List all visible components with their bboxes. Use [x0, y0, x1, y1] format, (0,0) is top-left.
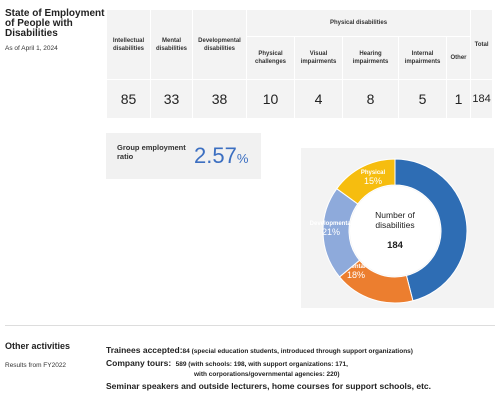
ratio-unit: % [236, 151, 249, 166]
tours-label: Company tours: [106, 358, 172, 368]
trainees-label: Trainees accepted: [106, 345, 183, 355]
donut-chart-box: Intellectual46%Mental18%Developmental21%… [301, 148, 494, 308]
slice-percent-mental: 18% [347, 270, 365, 280]
header-other: Other [445, 36, 472, 80]
center-label-line-1: Number of [375, 210, 415, 220]
value-hearing: 8 [342, 79, 399, 119]
donut-chart: Intellectual46%Mental18%Developmental21%… [310, 158, 468, 304]
slice-intellectual [394, 158, 468, 302]
header-developmental: Developmental disabilities [192, 9, 247, 80]
slice-percent-physical: 15% [364, 176, 382, 186]
ratio-number: 2.57 [194, 143, 237, 168]
value-developmental: 38 [192, 79, 247, 119]
ratio-label: Group employment ratio [117, 143, 186, 161]
trainees-value: 84 (special education students, introduc… [182, 348, 413, 355]
header-physical-challenges: Physical challenges [246, 36, 295, 80]
slice-name-physical: Physical [361, 170, 386, 176]
activity-tours: Company tours: 589 (with schools: 198, w… [106, 357, 348, 380]
employment-ratio-box: Group employment ratio 2.57% [106, 133, 261, 179]
value-total: 184 [470, 79, 494, 119]
as-of-date: As of April 1, 2024 [5, 45, 58, 52]
value-mental: 33 [150, 79, 193, 119]
value-physical-challenges: 10 [246, 79, 295, 119]
center-label-line-2: disabilities [375, 220, 414, 230]
other-activities-title: Other activities [5, 341, 71, 351]
donut-hole [350, 186, 440, 276]
value-intellectual: 85 [106, 79, 151, 119]
header-physical: Physical disabilities [245, 9, 472, 37]
tours-value: 589 (with schools: 198, with support org… [175, 361, 348, 368]
activity-trainees: Trainees accepted:84 (special education … [106, 340, 413, 358]
header-mental: Mental disabilities [150, 9, 193, 80]
center-value: 184 [387, 240, 404, 251]
employment-table: Intellectual disabilities Mental disabil… [106, 9, 494, 119]
activity-seminar: Seminar speakers and outside lecturers, … [106, 381, 431, 391]
header-visual: Visual impairments [294, 36, 343, 80]
tours-value-2: with corporations/governmental agencies:… [194, 371, 340, 378]
value-internal: 5 [398, 79, 447, 119]
slice-percent-developmental: 21% [322, 227, 340, 237]
slice-name-developmental: Developmental [310, 221, 353, 227]
header-hearing: Hearing impairments [342, 36, 399, 80]
other-activities-subtitle: Results from FY2022 [5, 362, 67, 369]
value-visual: 4 [294, 79, 343, 119]
header-total: Total [470, 9, 494, 80]
value-other: 1 [445, 79, 472, 119]
header-internal: Internal impairments [398, 36, 447, 80]
page-title: State of Employment of People with Disab… [5, 8, 105, 39]
section-divider [5, 325, 495, 326]
slice-physical [336, 158, 396, 205]
slice-name-mental: Mental [346, 264, 365, 270]
header-intellectual: Intellectual disabilities [106, 9, 151, 80]
ratio-value: 2.57% [194, 143, 248, 169]
